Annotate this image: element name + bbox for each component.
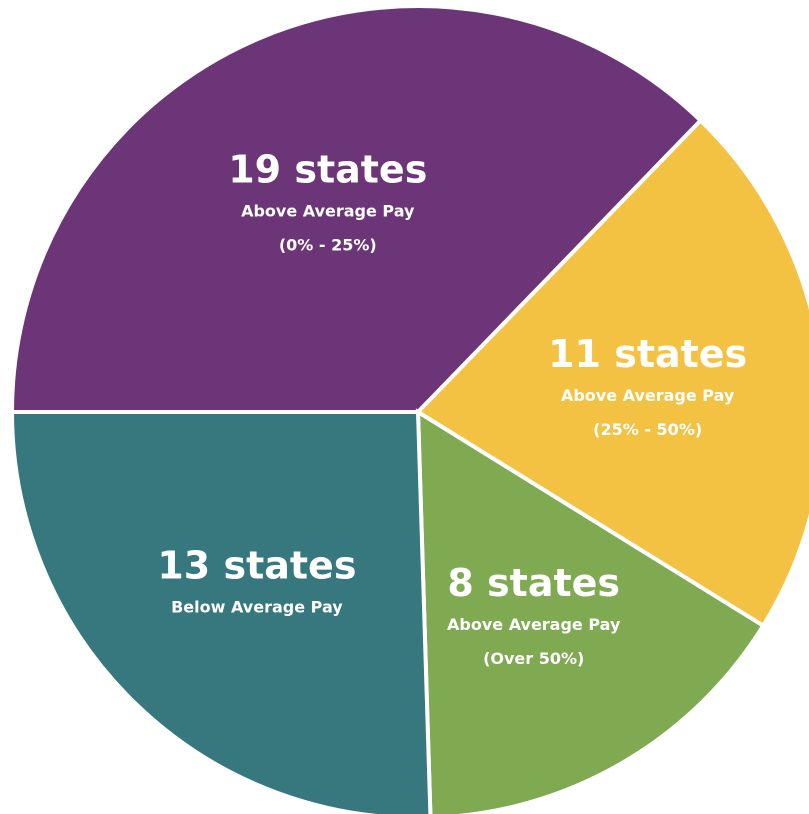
slice-category-label: Above Average Pay xyxy=(241,201,415,220)
slice-category-label: Above Average Pay xyxy=(447,615,621,634)
slice-value-label: 11 states xyxy=(548,332,747,376)
slice-category-label: Above Average Pay xyxy=(561,386,735,405)
slice-value-label: 8 states xyxy=(447,561,620,605)
slice-category-label: (25% - 50%) xyxy=(593,420,702,439)
slice-category-label: (Over 50%) xyxy=(483,649,584,668)
slice-value-label: 19 states xyxy=(228,147,427,191)
slice-category-label: Below Average Pay xyxy=(171,598,343,617)
slice-value-label: 13 states xyxy=(157,544,356,588)
slice-category-label: (0% - 25%) xyxy=(279,235,377,254)
pie-slice xyxy=(9,410,433,814)
pie-slice xyxy=(414,117,809,629)
pie-slice xyxy=(9,4,704,414)
